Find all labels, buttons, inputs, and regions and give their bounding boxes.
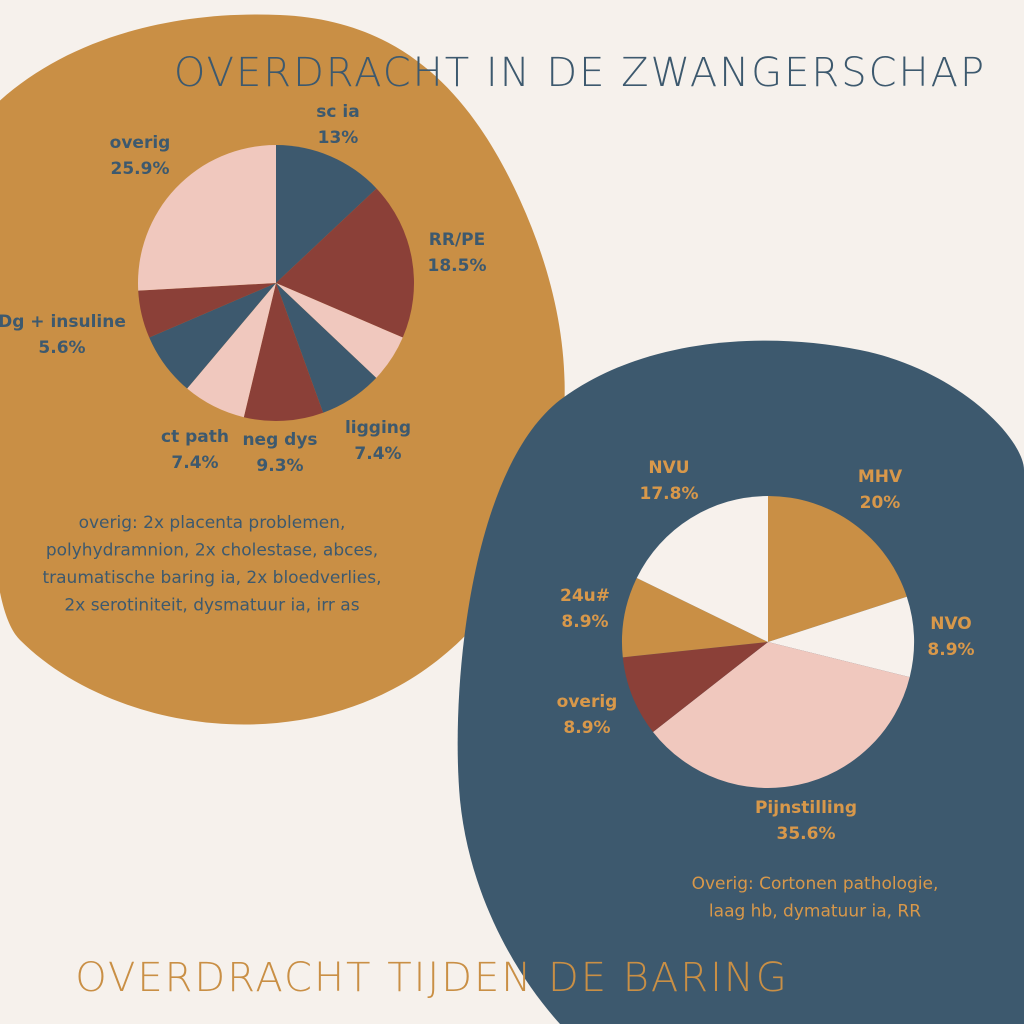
pie-slice xyxy=(187,283,276,418)
pie-slice xyxy=(653,642,910,789)
pie-slice xyxy=(276,283,403,378)
slice-label: overig xyxy=(557,692,618,712)
pie-slice xyxy=(622,642,768,732)
note: traumatische baring ia, 2x bloedverlies, xyxy=(42,568,381,588)
note: Overig: Cortonen pathologie, xyxy=(692,874,939,894)
pie-slice xyxy=(276,283,377,413)
slice-label: NVU xyxy=(648,458,689,478)
value-label: 18.5% xyxy=(428,256,487,276)
slice-label: overig xyxy=(110,133,171,153)
pie-slice xyxy=(276,188,414,338)
value-label: 20% xyxy=(860,493,901,513)
pie-slice xyxy=(137,145,276,291)
note: laag hb, dymatuur ia, RR xyxy=(709,902,921,922)
slice-label: 24u# xyxy=(560,586,610,606)
chart-title: OVERDRACHT TIJDEN DE BARING xyxy=(75,955,789,1001)
value-label: 7.4% xyxy=(171,453,218,473)
value-label: 8.9% xyxy=(927,640,974,660)
chart-title: OVERDRACHT IN DE ZWANGERSCHAP xyxy=(174,50,986,96)
value-label: 8.9% xyxy=(561,612,608,632)
slice-label: ct path xyxy=(161,427,229,447)
pie-slice xyxy=(636,496,768,642)
pie-slice xyxy=(768,496,907,642)
pie-slice xyxy=(622,578,768,658)
slice-label: Dg + insuline xyxy=(0,312,126,332)
note: overig: 2x placenta problemen, xyxy=(79,513,346,533)
value-label: 9.3% xyxy=(256,456,303,476)
value-label: 5.6% xyxy=(38,338,85,358)
note: polyhydramnion, 2x cholestase, abces, xyxy=(46,541,378,561)
slice-label: ligging xyxy=(345,418,411,438)
pie-slice xyxy=(768,596,914,678)
pie-slice xyxy=(243,283,324,422)
slice-label: NVO xyxy=(930,614,972,634)
value-label: 13% xyxy=(318,128,359,148)
value-label: 25.9% xyxy=(111,159,170,179)
value-label: 35.6% xyxy=(777,824,836,844)
slice-label: sc ia xyxy=(316,102,359,122)
pie-slice xyxy=(276,145,377,283)
note: 2x serotiniteit, dysmatuur ia, irr as xyxy=(64,596,359,616)
slice-label: MHV xyxy=(858,467,903,487)
slice-label: Pijnstilling xyxy=(755,798,857,818)
value-label: 8.9% xyxy=(563,718,610,738)
value-label: 7.4% xyxy=(354,444,401,464)
pie-slice xyxy=(149,283,276,389)
slice-label: neg dys xyxy=(242,430,317,450)
slice-label: RR/PE xyxy=(429,230,485,250)
value-label: 17.8% xyxy=(640,484,699,504)
pie-slice xyxy=(138,283,276,338)
